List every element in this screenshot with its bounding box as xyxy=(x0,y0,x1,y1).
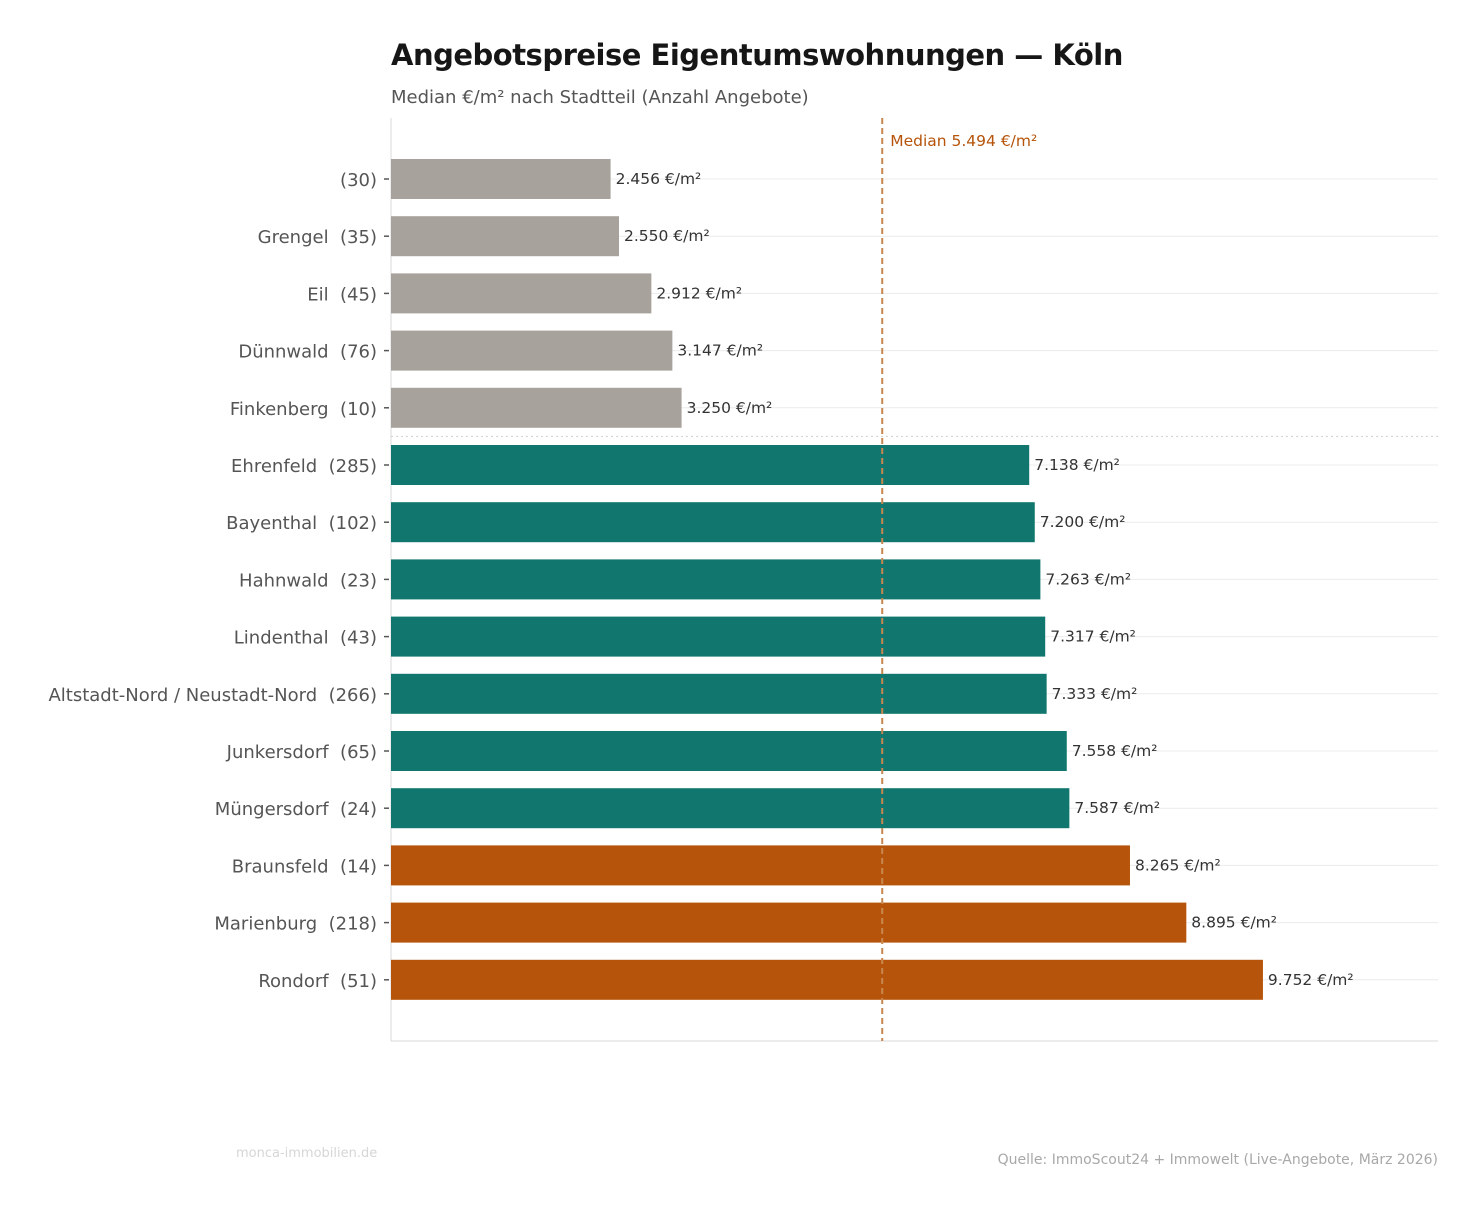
data-label: 3.250 €/m² xyxy=(687,399,773,417)
bar xyxy=(391,616,1046,657)
category-label: Eil (45) xyxy=(307,284,377,305)
bar xyxy=(391,845,1130,886)
category-label: Lindenthal (43) xyxy=(234,628,377,649)
bar xyxy=(391,445,1030,485)
median-label: Median 5.494 €/m² xyxy=(890,132,1037,150)
category-label: Ehrenfeld (285) xyxy=(231,456,377,477)
data-label: 3.147 €/m² xyxy=(677,342,763,360)
category-label: (30) xyxy=(340,170,377,191)
bar xyxy=(391,788,1070,829)
source-note: Quelle: ImmoScout24 + Immowelt (Live-Ang… xyxy=(997,1152,1438,1168)
data-label: 7.333 €/m² xyxy=(1052,685,1138,703)
data-label: 7.138 €/m² xyxy=(1034,456,1120,474)
category-label: Dünnwald (76) xyxy=(238,342,377,363)
data-label: 2.550 €/m² xyxy=(624,227,710,245)
category-label: Altstadt-Nord / Neustadt-Nord (266) xyxy=(48,685,377,706)
data-label: 2.456 €/m² xyxy=(616,170,702,188)
data-label: 7.587 €/m² xyxy=(1074,799,1160,817)
bar xyxy=(391,959,1263,1000)
bar xyxy=(391,387,682,428)
category-label: Bayenthal (102) xyxy=(226,513,377,534)
chart-title: Angebotspreise Eigentumswohnungen — Köln xyxy=(391,38,1123,72)
category-label: Finkenberg (10) xyxy=(230,399,377,420)
bar xyxy=(391,731,1067,771)
brand-watermark: monca-immobilien.de xyxy=(236,1146,378,1161)
data-label: 2.912 €/m² xyxy=(656,284,742,302)
bar xyxy=(391,559,1041,600)
data-label: 7.200 €/m² xyxy=(1040,513,1126,531)
category-label: Braunsfeld (14) xyxy=(232,856,377,877)
bar xyxy=(391,673,1047,714)
data-label: 7.317 €/m² xyxy=(1050,628,1136,646)
bar xyxy=(391,330,673,371)
data-label: 7.558 €/m² xyxy=(1072,742,1158,760)
category-label: Müngersdorf (24) xyxy=(215,799,377,820)
chart-subtitle: Median €/m² nach Stadtteil (Anzahl Angeb… xyxy=(391,87,809,108)
data-label: 7.263 €/m² xyxy=(1045,570,1131,588)
data-label: 9.752 €/m² xyxy=(1268,971,1354,989)
category-label: Rondorf (51) xyxy=(258,971,377,992)
bar xyxy=(391,159,611,199)
bar xyxy=(391,902,1187,943)
bar xyxy=(391,502,1035,543)
data-label: 8.895 €/m² xyxy=(1191,914,1277,932)
category-label: Junkersdorf (65) xyxy=(226,742,377,763)
category-label: Grengel (35) xyxy=(258,227,377,248)
category-label: Hahnwald (23) xyxy=(239,570,377,591)
category-label: Marienburg (218) xyxy=(214,914,377,935)
data-label: 8.265 €/m² xyxy=(1135,856,1221,874)
bar xyxy=(391,273,652,314)
bar xyxy=(391,216,619,257)
